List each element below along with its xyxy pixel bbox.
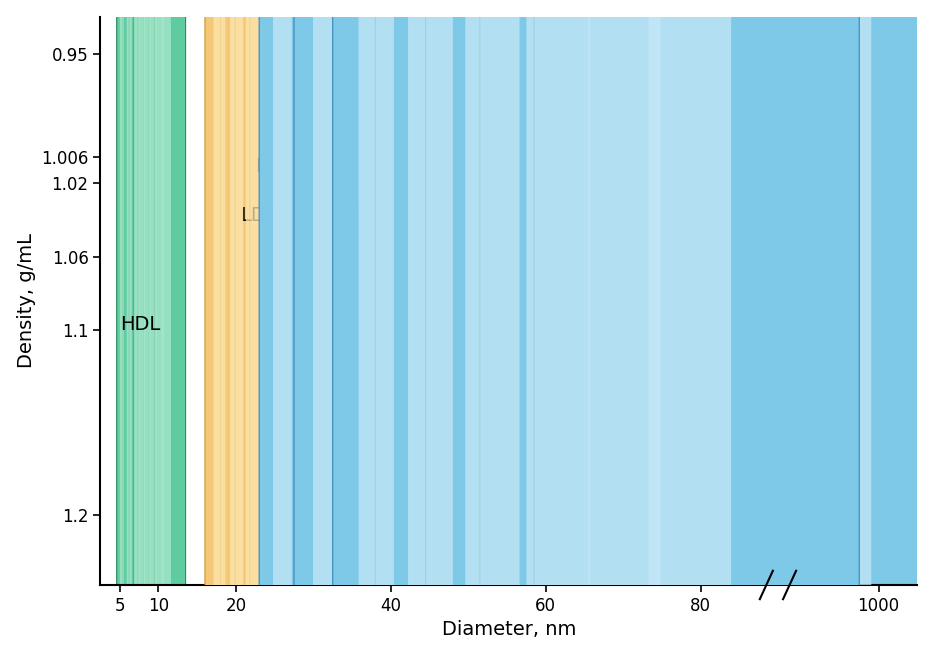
Ellipse shape (211, 0, 228, 656)
Ellipse shape (259, 0, 321, 656)
Ellipse shape (220, 0, 263, 656)
Ellipse shape (375, 0, 522, 656)
Text: LDL: LDL (240, 207, 276, 226)
Ellipse shape (235, 0, 283, 656)
Ellipse shape (299, 0, 330, 656)
Ellipse shape (452, 0, 532, 656)
Ellipse shape (649, 0, 914, 656)
Ellipse shape (149, 0, 177, 656)
X-axis label: Diameter, nm: Diameter, nm (442, 621, 576, 640)
Ellipse shape (117, 0, 131, 656)
Ellipse shape (125, 0, 133, 656)
Ellipse shape (306, 0, 345, 656)
Ellipse shape (350, 0, 403, 656)
Ellipse shape (142, 0, 152, 656)
Ellipse shape (155, 0, 186, 656)
Ellipse shape (301, 0, 372, 656)
Ellipse shape (294, 0, 379, 656)
Ellipse shape (286, 0, 313, 656)
Ellipse shape (272, 0, 297, 656)
Ellipse shape (160, 0, 173, 656)
Text: HDL: HDL (120, 316, 160, 335)
Ellipse shape (132, 0, 141, 656)
Ellipse shape (134, 0, 155, 656)
Ellipse shape (561, 0, 934, 656)
Ellipse shape (123, 0, 140, 656)
Text: VLDL: VLDL (430, 70, 479, 89)
Ellipse shape (333, 0, 449, 656)
Ellipse shape (137, 0, 147, 656)
Ellipse shape (138, 0, 162, 656)
Ellipse shape (570, 0, 678, 656)
Ellipse shape (312, 0, 344, 656)
Text: IDL: IDL (255, 157, 287, 176)
Ellipse shape (129, 0, 149, 656)
Ellipse shape (250, 0, 303, 656)
Ellipse shape (268, 0, 296, 656)
Ellipse shape (588, 0, 859, 656)
Ellipse shape (480, 0, 689, 656)
Ellipse shape (290, 0, 356, 656)
Ellipse shape (144, 0, 168, 656)
Ellipse shape (397, 0, 463, 656)
Ellipse shape (148, 0, 159, 656)
Text: Chylomicron
remnants: Chylomicron remnants (553, 165, 666, 207)
Ellipse shape (426, 0, 603, 656)
Ellipse shape (276, 0, 338, 656)
Ellipse shape (153, 0, 166, 656)
Text: Chylomicron: Chylomicron (747, 77, 859, 207)
Ellipse shape (629, 0, 751, 656)
Ellipse shape (258, 0, 281, 656)
Ellipse shape (534, 0, 774, 656)
Y-axis label: Density, g/mL: Density, g/mL (17, 234, 35, 368)
Ellipse shape (119, 0, 125, 656)
Ellipse shape (263, 0, 320, 656)
Ellipse shape (242, 0, 264, 656)
Ellipse shape (511, 0, 605, 656)
Ellipse shape (227, 0, 247, 656)
Ellipse shape (205, 0, 244, 656)
